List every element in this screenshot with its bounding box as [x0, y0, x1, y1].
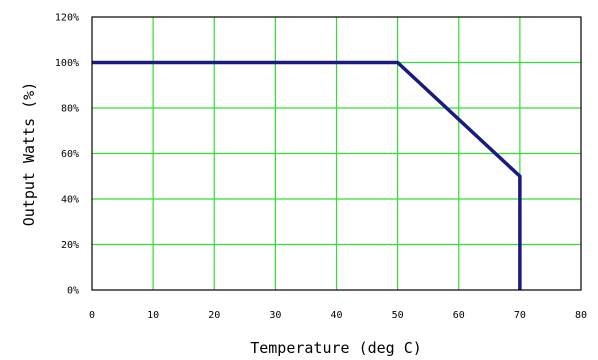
x-axis-title: Temperature (deg C) [250, 339, 422, 357]
y-tick-labels: 0% 20% 40% 60% 80% 100% 120% [55, 13, 79, 297]
x-tick-label: 60 [453, 310, 465, 321]
grid [92, 17, 581, 290]
series-line [92, 60, 522, 290]
y-tick-label: 60% [61, 149, 79, 160]
y-tick-label: 80% [61, 104, 79, 115]
x-tick-label: 10 [147, 310, 159, 321]
x-tick-label: 50 [392, 310, 404, 321]
x-tick-labels: 0 10 20 30 40 50 60 70 80 [89, 310, 587, 321]
y-tick-label: 100% [55, 58, 79, 69]
y-tick-label: 40% [61, 195, 79, 206]
series-layer [92, 60, 522, 290]
x-tick-label: 70 [514, 310, 526, 321]
x-tick-label: 0 [89, 310, 95, 321]
x-tick-label: 20 [208, 310, 220, 321]
x-tick-label: 30 [269, 310, 281, 321]
y-tick-label: 0% [67, 286, 79, 297]
plot-frame [91, 16, 582, 291]
y-tick-label: 120% [55, 13, 79, 24]
x-tick-label: 40 [330, 310, 342, 321]
x-tick-label: 80 [575, 310, 587, 321]
y-axis-title: Output Watts (%) [20, 82, 38, 227]
y-tick-label: 20% [61, 240, 79, 251]
